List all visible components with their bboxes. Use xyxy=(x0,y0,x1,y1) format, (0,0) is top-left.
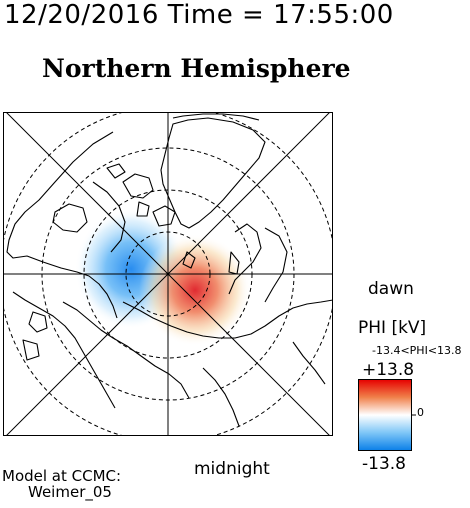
colorbar-min-label: -13.8 xyxy=(362,454,406,474)
dawn-label: dawn xyxy=(368,279,414,299)
colorbar-zero-label: 0 xyxy=(417,406,424,419)
timestamp: 12/20/2016 Time = 17:55:00 xyxy=(4,0,394,30)
colorbar-max-label: +13.8 xyxy=(362,360,415,380)
midnight-label: midnight xyxy=(194,459,270,479)
positive-potential-cell xyxy=(139,234,251,346)
colorbar-gradient xyxy=(358,379,412,451)
colorbar xyxy=(358,379,416,451)
polar-map xyxy=(3,112,333,436)
map-frame xyxy=(3,112,333,436)
meridian-lines xyxy=(3,112,333,436)
coastlines xyxy=(6,113,333,427)
colorbar-title: PHI [kV] xyxy=(358,318,427,338)
plot-title: Northern Hemisphere xyxy=(42,54,351,83)
model-label: Model at CCMC: xyxy=(2,467,122,485)
colorbar-range: -13.4<PHI<13.8 xyxy=(372,344,462,357)
model-name: Weimer_05 xyxy=(28,483,112,501)
